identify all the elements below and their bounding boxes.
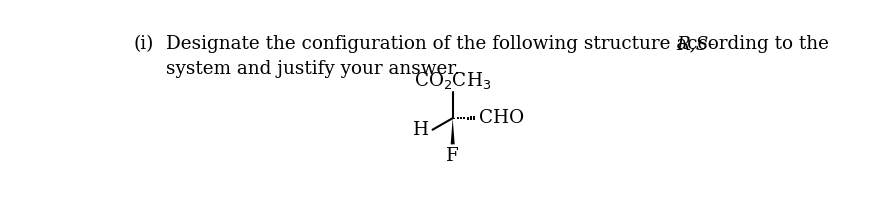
Text: CO$_2$CH$_3$: CO$_2$CH$_3$ [414,70,492,91]
Polygon shape [451,118,455,144]
Text: R,S-: R,S- [677,35,715,53]
Text: CHO: CHO [479,109,524,127]
Text: system and justify your answer.: system and justify your answer. [166,60,460,78]
Text: (i): (i) [133,35,154,53]
Text: F: F [447,147,459,165]
Text: Designate the configuration of the following structure according to the: Designate the configuration of the follo… [166,35,835,53]
Text: H: H [413,121,429,139]
